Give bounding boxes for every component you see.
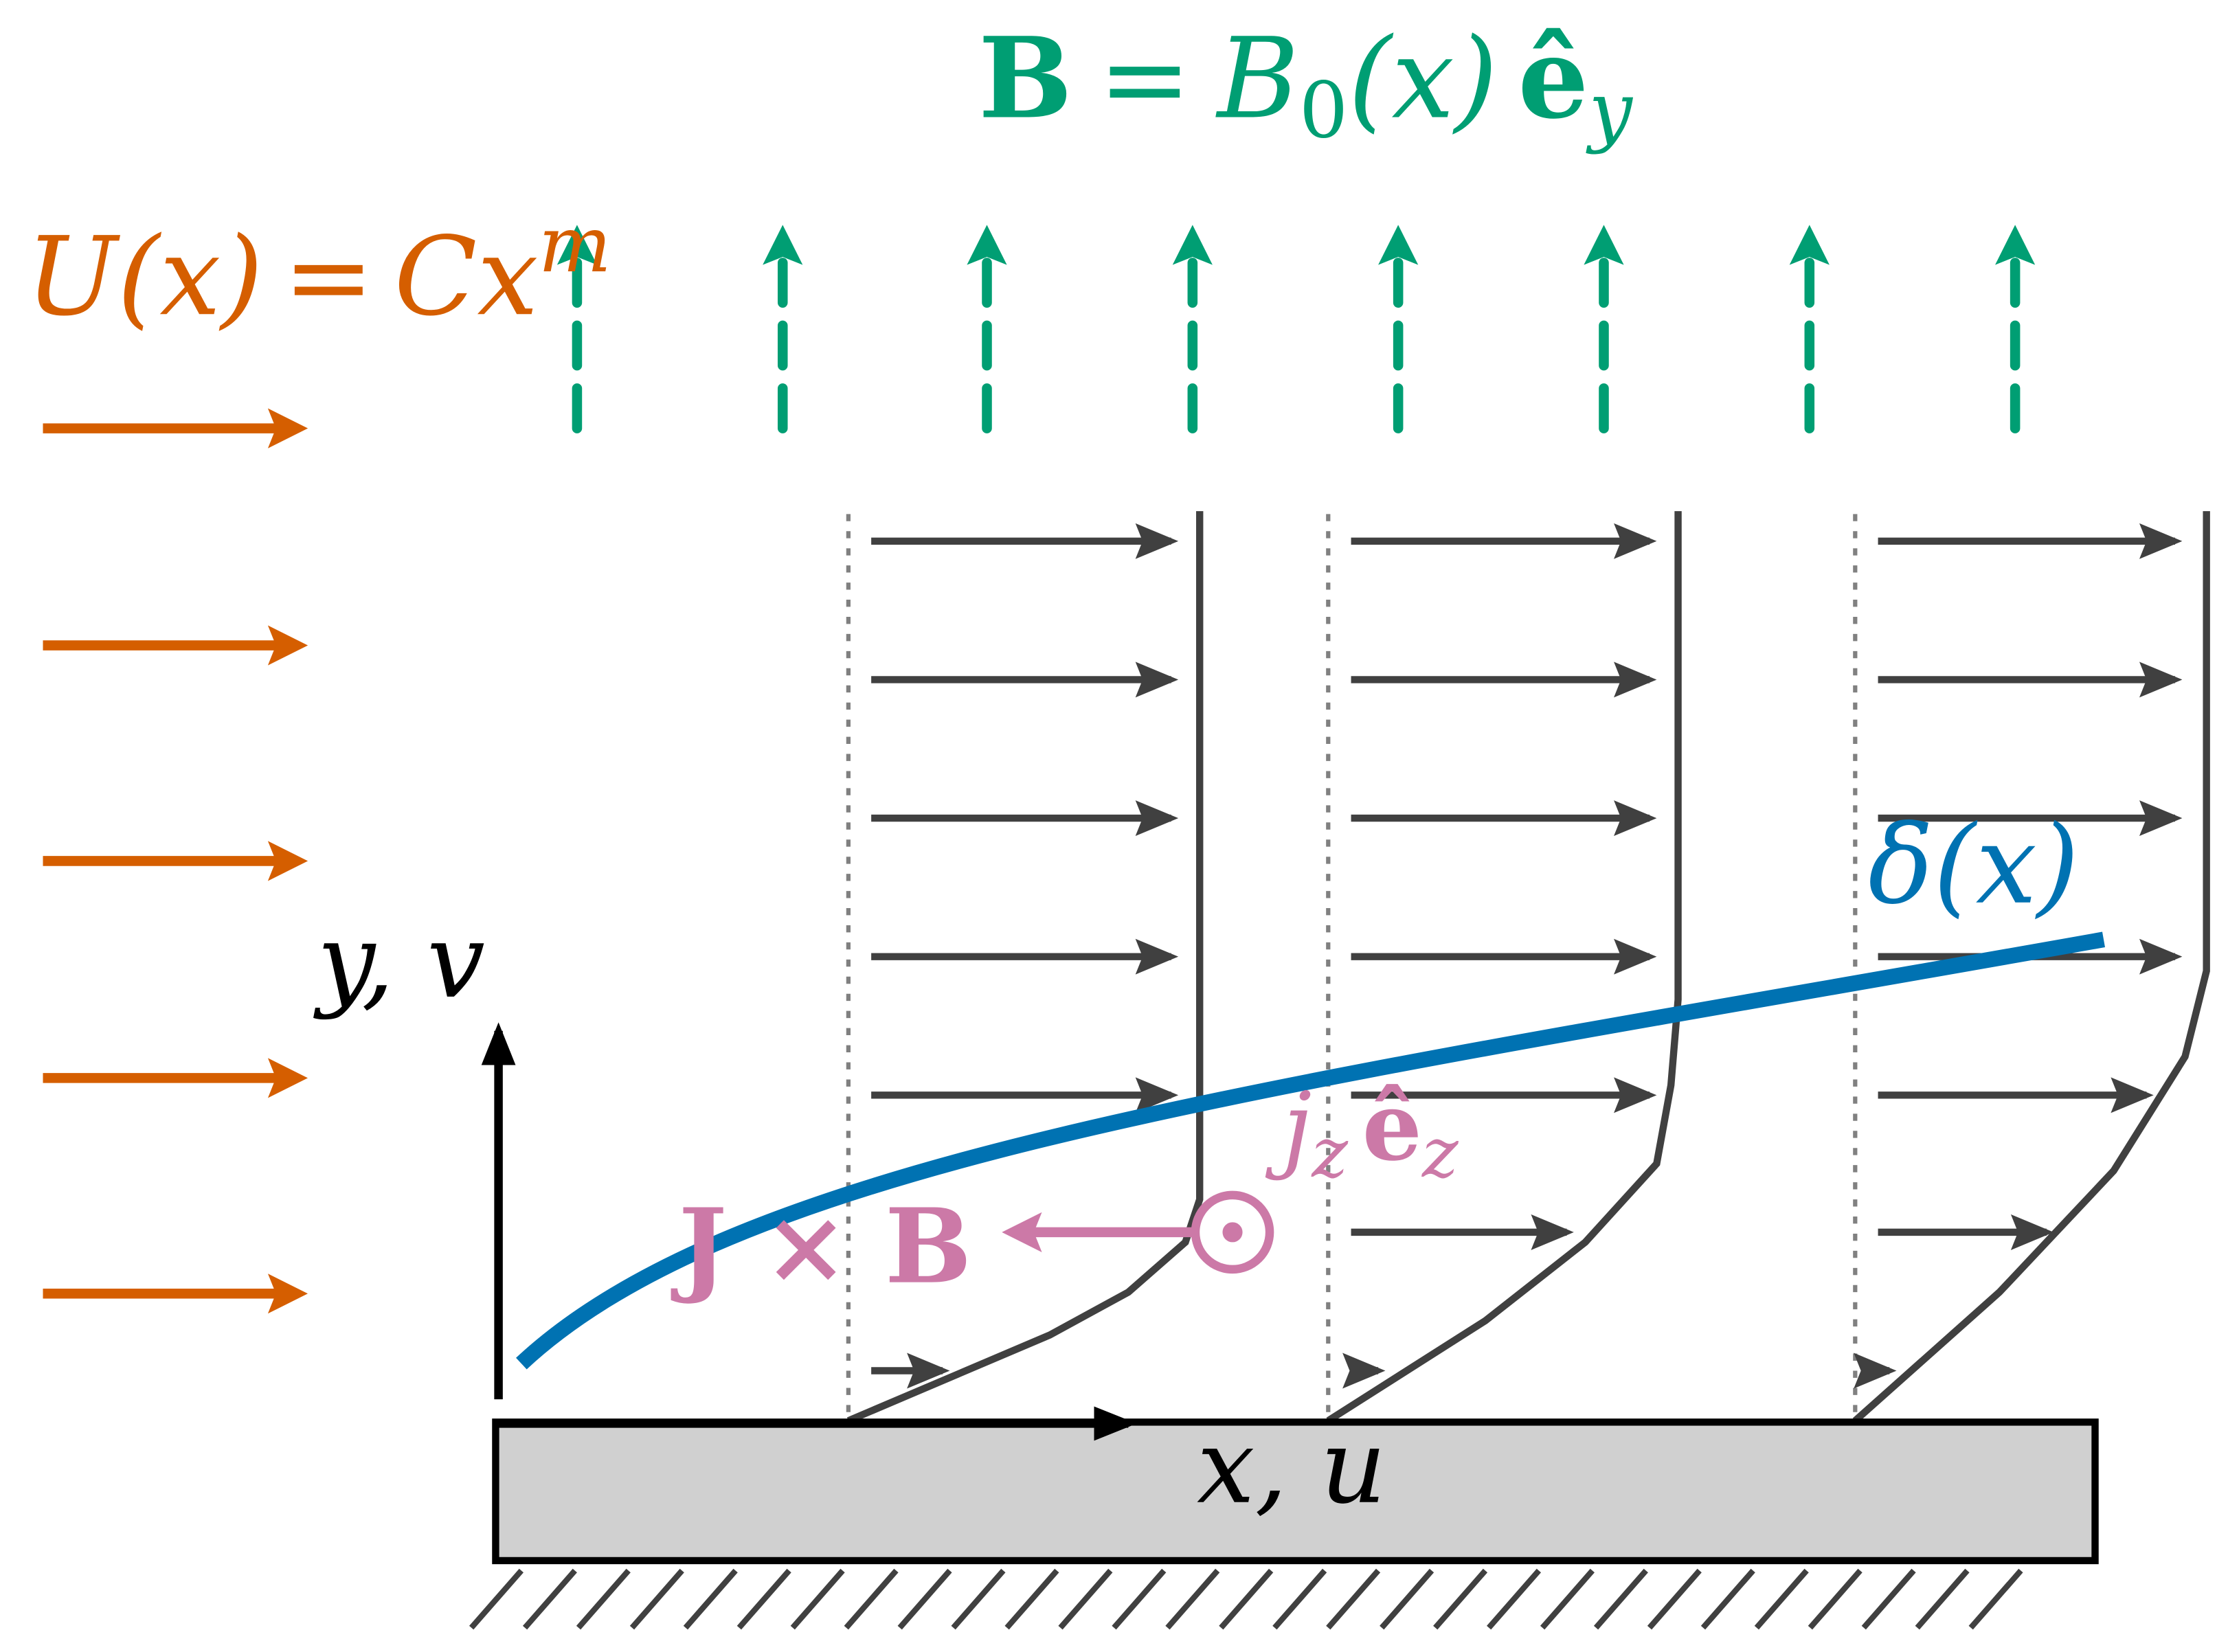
hatch (1219, 1568, 1274, 1630)
hatch (1487, 1568, 1542, 1630)
hatch (1808, 1568, 1863, 1630)
y-axis-label: y, v (313, 902, 485, 1021)
field-label: B = B0(x) êy (978, 13, 1633, 155)
lorentz-force-label: J × B (671, 1186, 972, 1307)
velocity-profile (1852, 511, 2210, 1424)
velocity: U(x) (26, 214, 263, 340)
hatch (1272, 1568, 1327, 1630)
hatch (1593, 1568, 1648, 1630)
equals: = (1098, 14, 1191, 144)
hatch (1112, 1568, 1167, 1630)
hatch (1647, 1568, 1702, 1630)
velocity-profile (846, 511, 1204, 1425)
freestream-label: U(x) = Cxm (26, 201, 611, 340)
hatch (469, 1568, 524, 1630)
hatch (1380, 1568, 1434, 1630)
velocity-profile (1326, 511, 1682, 1424)
field-magnitude: B (1215, 14, 1299, 144)
subscript: z (1421, 1113, 1459, 1193)
unit-vector: ê (1518, 13, 1588, 144)
hatch (1540, 1568, 1595, 1630)
exponent: m (539, 201, 611, 290)
hatch (1915, 1568, 1970, 1630)
subscript: y (1585, 67, 1633, 156)
hatch (1433, 1568, 1488, 1630)
hatch (844, 1568, 899, 1630)
hatch (1700, 1568, 1755, 1630)
field-symbol: B (978, 13, 1072, 144)
hatch (683, 1568, 738, 1630)
hatch (1754, 1568, 1809, 1630)
hatch (1058, 1568, 1113, 1630)
hatch (1004, 1568, 1059, 1630)
unit-vector: ê (1362, 1072, 1422, 1182)
equals: = (283, 214, 374, 340)
current-dot (1222, 1222, 1243, 1243)
wall (492, 1418, 2099, 1565)
hatch (522, 1568, 577, 1630)
hatch (951, 1568, 1006, 1630)
hatch (576, 1568, 631, 1630)
hatch (736, 1568, 791, 1630)
current-symbol (1191, 1190, 1274, 1274)
power-law: Cx (394, 214, 539, 340)
hatch (1968, 1568, 2023, 1630)
current-label: jz êz (1265, 1072, 1459, 1193)
boundary-layer-curve (516, 931, 2106, 1370)
hatch (1861, 1568, 1916, 1630)
boundary-layer-label: δ(x) (1868, 802, 2079, 929)
subscript: z (1311, 1113, 1349, 1193)
hatch (897, 1568, 952, 1630)
subscript: 0 (1299, 67, 1348, 156)
hatch (1326, 1568, 1381, 1630)
shapes (43, 225, 2210, 1630)
hatch (1165, 1568, 1220, 1630)
hatch (629, 1568, 684, 1630)
hatch (790, 1568, 845, 1630)
x-axis-label: x, u (1197, 1407, 1386, 1527)
argument: (x) (1348, 14, 1498, 144)
